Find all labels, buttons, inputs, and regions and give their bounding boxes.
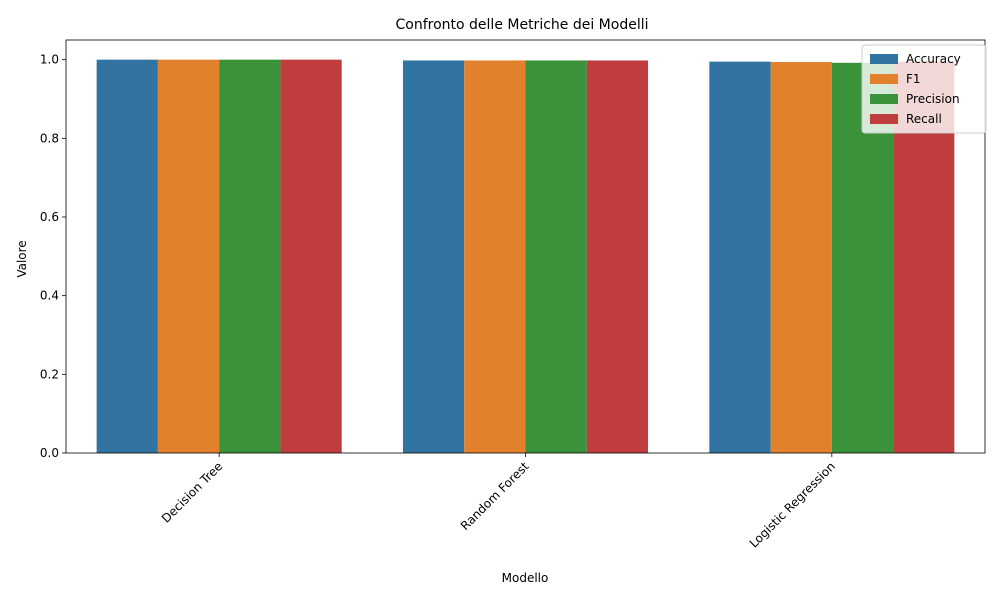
y-tick-label: 0.8 (40, 131, 59, 145)
y-tick-label: 0.4 (40, 289, 59, 303)
bar-f1-2 (770, 62, 832, 453)
bar-precision-0 (219, 59, 281, 454)
chart-title: Confronto delle Metriche dei Modelli (396, 17, 649, 33)
x-axis-title: Modello (502, 571, 549, 585)
legend-swatch-recall (870, 114, 898, 124)
bar-recall-0 (280, 59, 342, 454)
legend-swatch-precision (870, 94, 898, 104)
legend-swatch-f1 (870, 74, 898, 84)
x-tick-label: Decision Tree (159, 459, 225, 525)
legend: Accuracy F1 Precision Recall (861, 44, 987, 134)
bar-precision-1 (525, 60, 587, 453)
y-tick-label: 0.0 (40, 446, 59, 460)
legend-box (861, 44, 987, 134)
x-tick-label: Random Forest (458, 459, 532, 533)
bar-accuracy-2 (709, 61, 771, 454)
x-tick-label: Logistic Regression (747, 459, 838, 550)
legend-label-precision: Precision (906, 92, 960, 106)
bar-accuracy-0 (96, 59, 158, 454)
bar-f1-0 (157, 59, 220, 454)
legend-label-recall: Recall (906, 112, 942, 126)
bar-accuracy-1 (402, 60, 465, 453)
y-axis-title: Valore (15, 240, 29, 277)
legend-label-accuracy: Accuracy (906, 52, 961, 66)
y-tick-label: 1.0 (40, 53, 59, 67)
plot-area: 0.0 0.2 0.4 0.6 0.8 1.0 Decision Tree Random Fo… (40, 39, 986, 551)
bar-recall-1 (586, 60, 649, 453)
legend-swatch-accuracy (870, 54, 898, 64)
y-tick-label: 0.6 (40, 210, 59, 224)
legend-label-f1: F1 (906, 72, 921, 86)
bar-f1-1 (464, 60, 526, 453)
y-tick-label: 0.2 (40, 367, 59, 381)
